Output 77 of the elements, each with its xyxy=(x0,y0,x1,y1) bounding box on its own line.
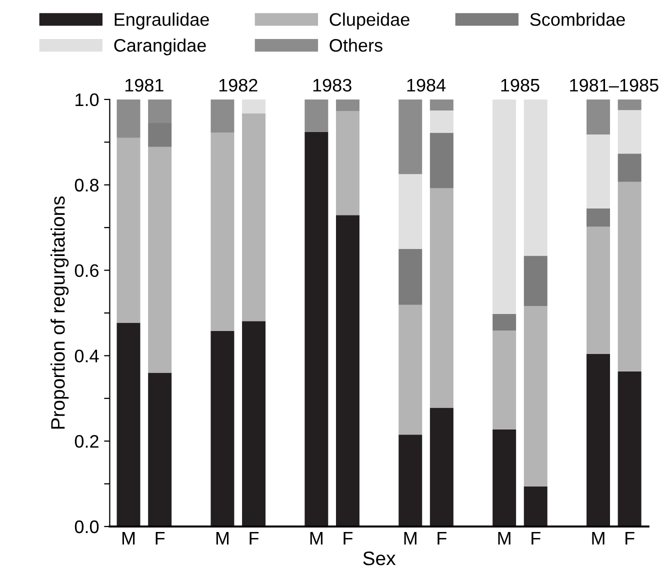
y-tick-label: 0.6 xyxy=(74,264,99,277)
x-tick-label: F xyxy=(626,532,634,544)
x-tick-label: M xyxy=(216,532,229,544)
x-tick-label: M xyxy=(498,532,510,544)
x-tick-label: F xyxy=(250,532,259,544)
bar xyxy=(210,330,234,526)
bar xyxy=(210,132,234,331)
bar xyxy=(398,304,422,435)
bar xyxy=(336,215,360,526)
bar xyxy=(148,122,172,147)
bar xyxy=(492,99,516,314)
bar xyxy=(116,322,140,526)
y-tick-label: 0.2 xyxy=(74,435,98,448)
bar xyxy=(618,182,642,372)
y-tick-label: 0.4 xyxy=(74,350,99,362)
bar xyxy=(586,226,610,354)
x-tick-label: M xyxy=(404,532,416,544)
y-tick-label: 0.0 xyxy=(74,520,99,534)
text: 1981 xyxy=(125,78,164,92)
bar xyxy=(430,188,454,408)
bar xyxy=(430,132,454,188)
bar xyxy=(618,110,642,154)
bar xyxy=(492,330,516,430)
bar xyxy=(586,354,610,526)
text: 1981–1985 xyxy=(570,78,658,92)
bar xyxy=(430,99,454,111)
y-tick-label: 1.0 xyxy=(76,93,99,106)
bar xyxy=(336,99,360,111)
bar xyxy=(586,208,610,227)
legend-label: Others xyxy=(330,38,382,52)
bar xyxy=(586,99,610,134)
bar xyxy=(148,146,172,373)
x-tick-label: F xyxy=(156,532,165,544)
legend-label: Clupeidae xyxy=(330,12,410,30)
x-tick-label: F xyxy=(344,532,353,544)
x-tick-label: F xyxy=(532,532,540,544)
text: 1983 xyxy=(313,78,352,92)
bar xyxy=(304,132,328,526)
bar xyxy=(398,434,422,526)
bar xyxy=(618,154,642,182)
text: 1982 xyxy=(219,78,258,92)
bar xyxy=(242,99,266,114)
bar xyxy=(116,138,140,323)
bar xyxy=(524,256,548,306)
legend-label: Engraulidae xyxy=(114,12,209,30)
bar xyxy=(398,99,422,174)
bar xyxy=(430,110,454,133)
bar xyxy=(304,99,328,132)
x-tick-label: M xyxy=(310,532,322,544)
x-axis-title: Sex xyxy=(363,551,396,566)
bar xyxy=(524,486,548,526)
legend-label: Carangidae xyxy=(114,38,206,56)
bar xyxy=(148,372,172,526)
bar xyxy=(398,174,422,249)
bar xyxy=(242,114,266,322)
bar xyxy=(618,99,642,110)
legend-label: Scombridae xyxy=(530,12,625,26)
bar xyxy=(336,110,360,216)
bar xyxy=(148,99,172,123)
y-axis-title: Proportion of regurgitations xyxy=(50,196,69,429)
x-tick-label: M xyxy=(122,532,135,544)
text: 1985 xyxy=(501,78,540,92)
bar xyxy=(116,99,140,138)
bar xyxy=(492,430,516,526)
bar xyxy=(618,371,642,526)
bar xyxy=(524,99,548,256)
bar xyxy=(210,99,234,133)
bar xyxy=(492,314,516,330)
bar xyxy=(242,321,266,526)
bar xyxy=(586,134,610,208)
x-tick-label: F xyxy=(438,532,446,544)
bar xyxy=(430,408,454,526)
x-tick-label: M xyxy=(592,532,604,544)
bar xyxy=(398,248,422,305)
y-tick-label: 0.8 xyxy=(74,178,99,192)
text: 1984 xyxy=(407,78,446,92)
bar xyxy=(524,306,548,486)
